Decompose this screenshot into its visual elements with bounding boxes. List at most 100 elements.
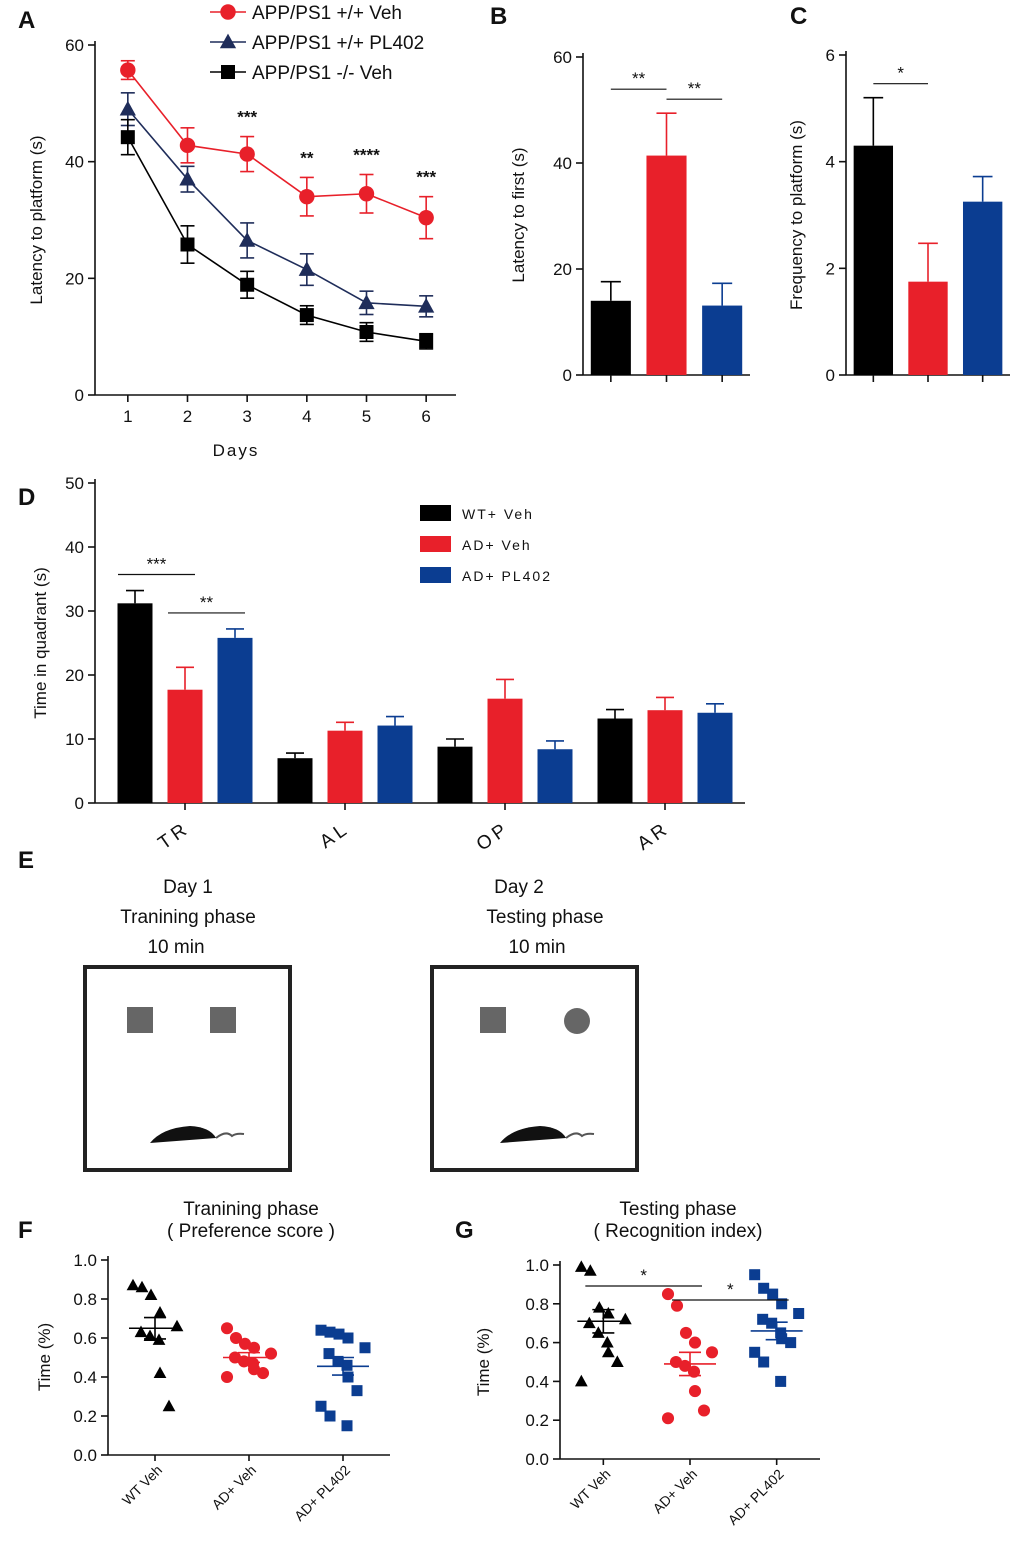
chart-subtitle: ( Recognition index) bbox=[594, 1221, 763, 1242]
y-tick-label: 0.6 bbox=[73, 1329, 97, 1348]
marker bbox=[582, 1316, 596, 1329]
legend-label: AD+ PL402 bbox=[462, 568, 552, 584]
chart-title: Testing phase bbox=[619, 1199, 736, 1220]
significance-label: ** bbox=[200, 593, 214, 612]
marker bbox=[688, 1336, 702, 1349]
legend-label: AD+ Veh bbox=[462, 537, 532, 553]
marker bbox=[134, 1325, 148, 1338]
marker bbox=[299, 188, 315, 205]
annotation: *** bbox=[237, 108, 257, 127]
significance-label: ** bbox=[688, 79, 702, 98]
phase-label: Testing phase bbox=[486, 907, 603, 928]
marker bbox=[120, 62, 136, 78]
bar bbox=[702, 305, 743, 375]
marker bbox=[687, 1365, 701, 1378]
marker bbox=[143, 1329, 157, 1341]
y-tick-label: 20 bbox=[553, 260, 572, 279]
marker bbox=[679, 1326, 693, 1339]
marker bbox=[793, 1308, 805, 1319]
marker bbox=[332, 1355, 344, 1367]
x-tick-label: 4 bbox=[302, 407, 311, 426]
arena-left bbox=[83, 965, 292, 1172]
x-tick-label: AD+ Veh bbox=[208, 1462, 259, 1513]
panel-letter: F bbox=[18, 1217, 33, 1244]
y-tick-label: 60 bbox=[65, 36, 84, 55]
y-tick-label: 1.0 bbox=[525, 1256, 549, 1275]
marker bbox=[180, 237, 195, 252]
marker bbox=[135, 1280, 149, 1293]
y-tick-label: 0 bbox=[826, 366, 835, 385]
y-tick-label: 30 bbox=[65, 602, 84, 621]
marker bbox=[247, 1341, 261, 1354]
y-tick-label: 0.0 bbox=[73, 1446, 97, 1465]
panel-letter: G bbox=[455, 1217, 474, 1244]
marker bbox=[358, 294, 375, 310]
marker bbox=[359, 325, 374, 339]
mouse-tail bbox=[215, 1132, 245, 1139]
chart-title: Tranining phase bbox=[183, 1199, 319, 1220]
x-tick-label: AD+ PL402 bbox=[725, 1466, 787, 1528]
y-tick-label: 60 bbox=[553, 48, 572, 67]
marker bbox=[341, 1359, 353, 1371]
marker bbox=[749, 1269, 761, 1281]
object-circle bbox=[564, 1008, 590, 1034]
annotation: ** bbox=[300, 148, 314, 167]
series-line bbox=[127, 69, 427, 219]
marker bbox=[264, 1347, 278, 1360]
object-square bbox=[127, 1007, 153, 1033]
marker bbox=[697, 1404, 711, 1417]
significance-label: * bbox=[897, 64, 904, 83]
marker bbox=[298, 261, 315, 276]
y-tick-label: 0.6 bbox=[525, 1334, 549, 1353]
marker bbox=[591, 1326, 605, 1338]
day-label: Day 1 bbox=[163, 877, 213, 898]
panel-letter: B bbox=[490, 3, 507, 30]
annotation: **** bbox=[353, 146, 380, 165]
series-line bbox=[127, 136, 427, 343]
annotation: *** bbox=[416, 168, 436, 187]
x-tick-label: 1 bbox=[123, 407, 132, 426]
marker bbox=[162, 1399, 176, 1412]
marker bbox=[670, 1299, 684, 1312]
marker bbox=[618, 1312, 632, 1325]
bar bbox=[327, 730, 363, 803]
x-tick-label: AL bbox=[316, 818, 354, 853]
x-tick-label: TR bbox=[155, 818, 194, 854]
marker bbox=[610, 1355, 624, 1367]
y-tick-label: 6 bbox=[826, 46, 835, 65]
bar bbox=[646, 155, 687, 375]
marker bbox=[126, 1278, 140, 1291]
x-tick-label: OP bbox=[473, 818, 514, 856]
x-tick-label: WT Veh bbox=[119, 1462, 165, 1508]
x-tick-label: 6 bbox=[421, 407, 430, 426]
marker bbox=[351, 1385, 363, 1397]
y-tick-label: 0.8 bbox=[525, 1295, 549, 1314]
mouse bbox=[500, 1126, 566, 1143]
y-axis-label: Time (%) bbox=[474, 1328, 493, 1396]
marker bbox=[601, 1345, 615, 1358]
mouse-tail bbox=[565, 1132, 595, 1139]
marker bbox=[600, 1336, 614, 1348]
bar bbox=[377, 725, 413, 803]
y-axis-label: Latency to first (s) bbox=[509, 147, 528, 282]
panel-letter: D bbox=[18, 484, 35, 511]
marker bbox=[661, 1412, 675, 1425]
marker bbox=[749, 1346, 761, 1358]
marker bbox=[315, 1400, 327, 1412]
duration-label: 10 min bbox=[147, 937, 204, 958]
y-tick-label: 0 bbox=[75, 794, 84, 813]
significance-label: * bbox=[640, 1266, 647, 1285]
marker bbox=[120, 130, 135, 145]
marker bbox=[153, 1306, 167, 1318]
y-tick-label: 1.0 bbox=[73, 1251, 97, 1270]
bar bbox=[277, 758, 313, 803]
significance-label: ** bbox=[632, 69, 646, 88]
marker bbox=[315, 1324, 327, 1336]
duration-label: 10 min bbox=[508, 937, 565, 958]
legend-label: WT+ Veh bbox=[462, 506, 534, 522]
x-axis-label: Days bbox=[213, 441, 260, 460]
bar bbox=[697, 712, 733, 803]
y-axis-label: Time in quadrant (s) bbox=[31, 567, 50, 718]
significance-label: * bbox=[727, 1280, 734, 1299]
